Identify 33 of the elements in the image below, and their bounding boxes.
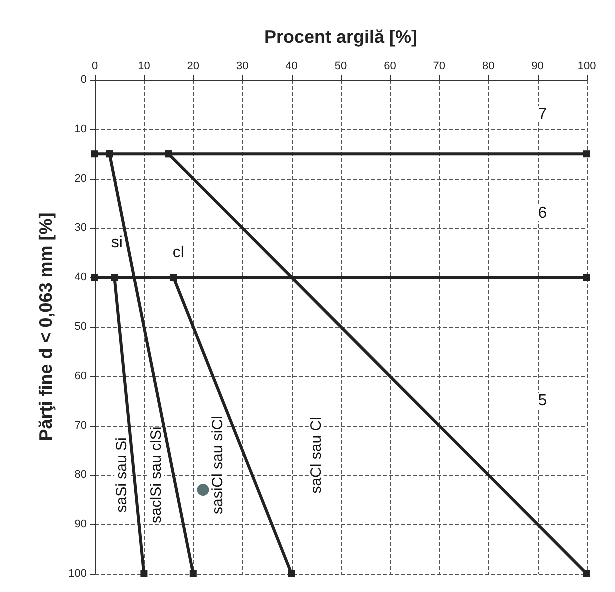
- x-tick-label: 90: [532, 60, 544, 72]
- y-tick-label: 0: [80, 74, 87, 86]
- annotation: sasiCl sau siCl: [210, 416, 226, 514]
- y-tick-label: 30: [74, 222, 87, 234]
- y-tick-label: 90: [74, 518, 87, 531]
- y-axis-title: Părţi fine d < 0,063 mm [%]: [36, 212, 56, 442]
- annotation: saSi sau Si: [114, 438, 131, 513]
- annotation: 5: [538, 392, 548, 410]
- annotation: 7: [538, 106, 548, 124]
- y-tick-label: 20: [74, 172, 87, 185]
- x-axis-title: Procent argilă [%]: [264, 27, 418, 47]
- x-tick-label: 40: [286, 60, 298, 72]
- annotation: si: [111, 234, 123, 252]
- x-tick-label: 100: [578, 60, 596, 72]
- x-tick-label: 80: [482, 60, 495, 72]
- y-tick-label: 50: [74, 321, 87, 333]
- x-tick-label: 70: [433, 60, 446, 72]
- annotation: cl: [172, 244, 184, 262]
- y-tick-label: 100: [68, 568, 87, 580]
- x-tick-label: 60: [384, 60, 396, 72]
- y-tick-label: 80: [74, 469, 87, 482]
- x-tick-label: 30: [236, 60, 249, 72]
- annotation: 6: [538, 204, 548, 222]
- x-tick-label: 20: [187, 60, 200, 72]
- annotation: saclSi sau clSi: [148, 426, 165, 524]
- y-tick-label: 40: [74, 272, 87, 284]
- annotation: saCl sau Cl: [308, 417, 325, 494]
- x-tick-label: 0: [92, 60, 98, 72]
- y-tick-label: 10: [74, 123, 87, 136]
- x-tick-label: 50: [334, 60, 348, 72]
- x-tick-label: 10: [138, 60, 150, 72]
- y-tick-label: 60: [74, 370, 87, 382]
- y-tick-label: 70: [74, 420, 87, 432]
